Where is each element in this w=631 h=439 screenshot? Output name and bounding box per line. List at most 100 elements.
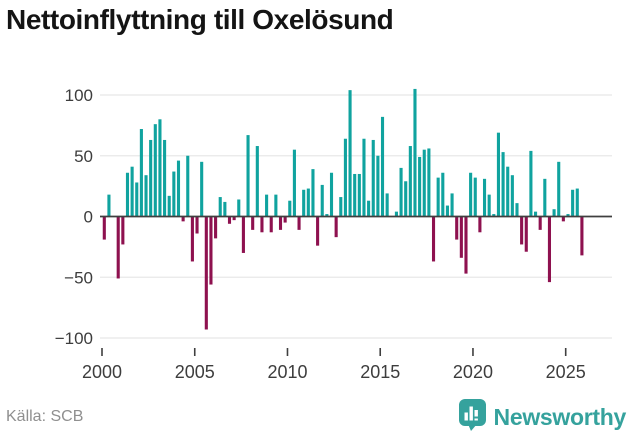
bar-positive [385,193,389,217]
bar-negative [181,216,185,222]
bar-negative [464,216,468,274]
bar-positive [418,156,422,217]
bar-positive [265,194,269,217]
newsworthy-brand[interactable]: Newsworthy [458,398,626,436]
bar-negative [278,216,283,230]
x-tick-label: 2015 [360,362,400,382]
bar-negative [121,216,125,245]
bar-negative [580,216,584,256]
bar-negative [538,216,542,230]
source-label: Källa: SCB [6,408,84,425]
bar-positive [566,214,570,217]
bar-positive [529,150,533,217]
bar-positive [496,132,500,217]
bar-positive [237,199,241,217]
bar-positive [246,135,250,217]
bar-positive [506,166,510,217]
bar-positive [149,139,153,217]
bar-negative [334,216,338,238]
bar-positive [218,197,222,217]
bar-positive [353,173,357,217]
y-tick-label: 50 [74,147,93,166]
bar-positive [320,184,324,217]
bar-positive [469,172,473,217]
bar-positive [144,175,148,217]
brand-wordmark: Newsworthy [493,403,627,430]
bar-positive [311,169,315,217]
bar-positive [515,203,519,217]
bar-positive [130,166,134,217]
bar-negative [190,216,194,262]
bar-positive [186,155,190,217]
y-tick-label: −50 [64,268,93,287]
bar-positive [543,178,547,217]
bar-positive [125,172,130,217]
bar-negative [520,216,524,245]
y-tick-label: 100 [65,86,93,105]
bar-positive [139,129,143,217]
bar-positive [413,88,417,217]
bar-positive [552,209,556,217]
bar-negative [269,216,273,233]
bar-positive [394,211,398,217]
x-tick-label: 2010 [267,362,307,382]
bar-positive [306,188,310,217]
bar-positive [176,160,181,217]
bar-positive [339,197,343,217]
bar-negative [431,216,436,262]
bar-negative [524,216,528,252]
bar-positive [571,189,575,217]
bar-positive [163,139,167,217]
bar-positive [135,182,139,217]
bar-positive [158,119,162,217]
bar-positive [357,173,361,217]
bar-negative [316,216,320,246]
bar-positive [325,214,329,217]
bar-negative [227,216,232,224]
bar-positive [329,172,334,217]
bar-negative [241,216,245,253]
y-tick-label: 0 [84,208,93,227]
bar-positive [223,201,227,217]
x-tick-label: 2005 [175,362,215,382]
bar-negative [283,216,287,223]
bar-positive [255,146,259,217]
bar-positive [200,161,204,217]
bar-positive [441,172,445,217]
bar-positive [399,167,403,217]
bar-negative [251,216,255,230]
bar-positive [274,194,278,217]
bar-negative [561,216,565,222]
newsworthy-logo-icon [458,398,487,436]
bar-positive [107,194,111,217]
bar-positive [436,177,440,217]
bar-negative [102,216,106,240]
bar-negative [195,216,199,234]
bar-positive [362,138,366,217]
bar-positive [288,200,292,217]
bar-positive [302,189,306,217]
bar-negative [209,216,213,285]
bar-positive [167,195,171,217]
bar-negative [116,216,120,279]
chart-footer: Källa: SCB Newsworthy [0,399,631,435]
bar-negative [260,216,264,233]
bar-positive [487,194,491,217]
bar-positive [427,148,431,217]
bar-positive [422,149,426,217]
bar-positive [482,178,487,217]
bar-positive [292,149,296,217]
page-title: Nettoinflyttning till Oxelösund [6,4,394,35]
bar-positive [408,146,412,217]
bar-positive [533,211,538,217]
bar-positive [445,205,449,217]
bar-positive [367,200,371,217]
bar-positive [376,155,380,217]
bar-positive [510,175,514,217]
bar-positive [492,214,496,217]
bar-positive [501,152,505,217]
bar-positive [343,138,347,217]
y-tick-label: −100 [55,329,93,348]
